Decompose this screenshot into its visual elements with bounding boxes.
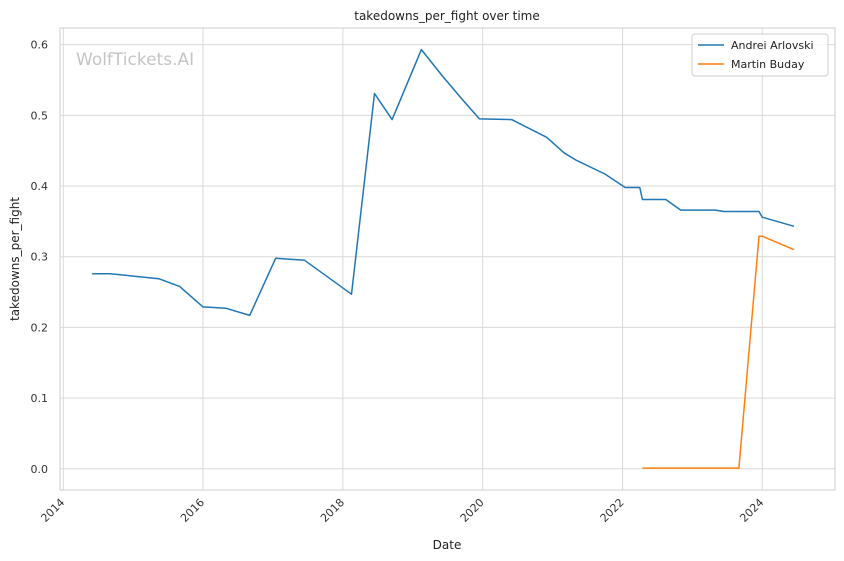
y-tick-label: 0.4 xyxy=(31,180,49,193)
legend-label-2: Martin Buday xyxy=(731,58,805,71)
y-axis-tick-labels: 0.0 0.1 0.2 0.3 0.4 0.5 0.6 xyxy=(31,39,49,476)
x-axis-title: Date xyxy=(433,538,462,552)
legend-label-1: Andrei Arlovski xyxy=(731,39,814,52)
y-tick-label: 0.5 xyxy=(31,109,49,122)
y-axis-title: takedowns_per_fight xyxy=(8,197,22,321)
plot-frame xyxy=(59,27,836,491)
series-layer xyxy=(92,48,795,469)
y-tick-label: 0.2 xyxy=(31,321,49,334)
legend-box xyxy=(691,33,829,77)
y-tick-label: 0.1 xyxy=(31,392,49,405)
chart-title: takedowns_per_fight over time xyxy=(354,9,540,23)
y-tick-label: 0.3 xyxy=(31,251,49,264)
legend: Andrei Arlovski Martin Buday xyxy=(691,33,829,77)
y-tick-label: 0.6 xyxy=(31,39,49,52)
series-line-2 xyxy=(642,235,795,469)
series-line-1 xyxy=(92,48,795,317)
y-tick-label: 0.0 xyxy=(31,463,49,476)
watermark: WolfTickets.AI xyxy=(76,50,194,70)
